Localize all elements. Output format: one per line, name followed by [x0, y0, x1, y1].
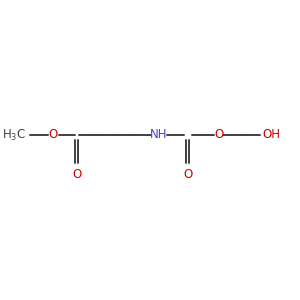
Text: H$_3$C: H$_3$C [2, 128, 26, 142]
Text: O: O [49, 128, 58, 142]
Text: O: O [214, 128, 223, 142]
Text: NH: NH [150, 128, 168, 142]
Text: OH: OH [262, 128, 280, 142]
Text: O: O [72, 167, 82, 181]
Text: O: O [183, 167, 193, 181]
